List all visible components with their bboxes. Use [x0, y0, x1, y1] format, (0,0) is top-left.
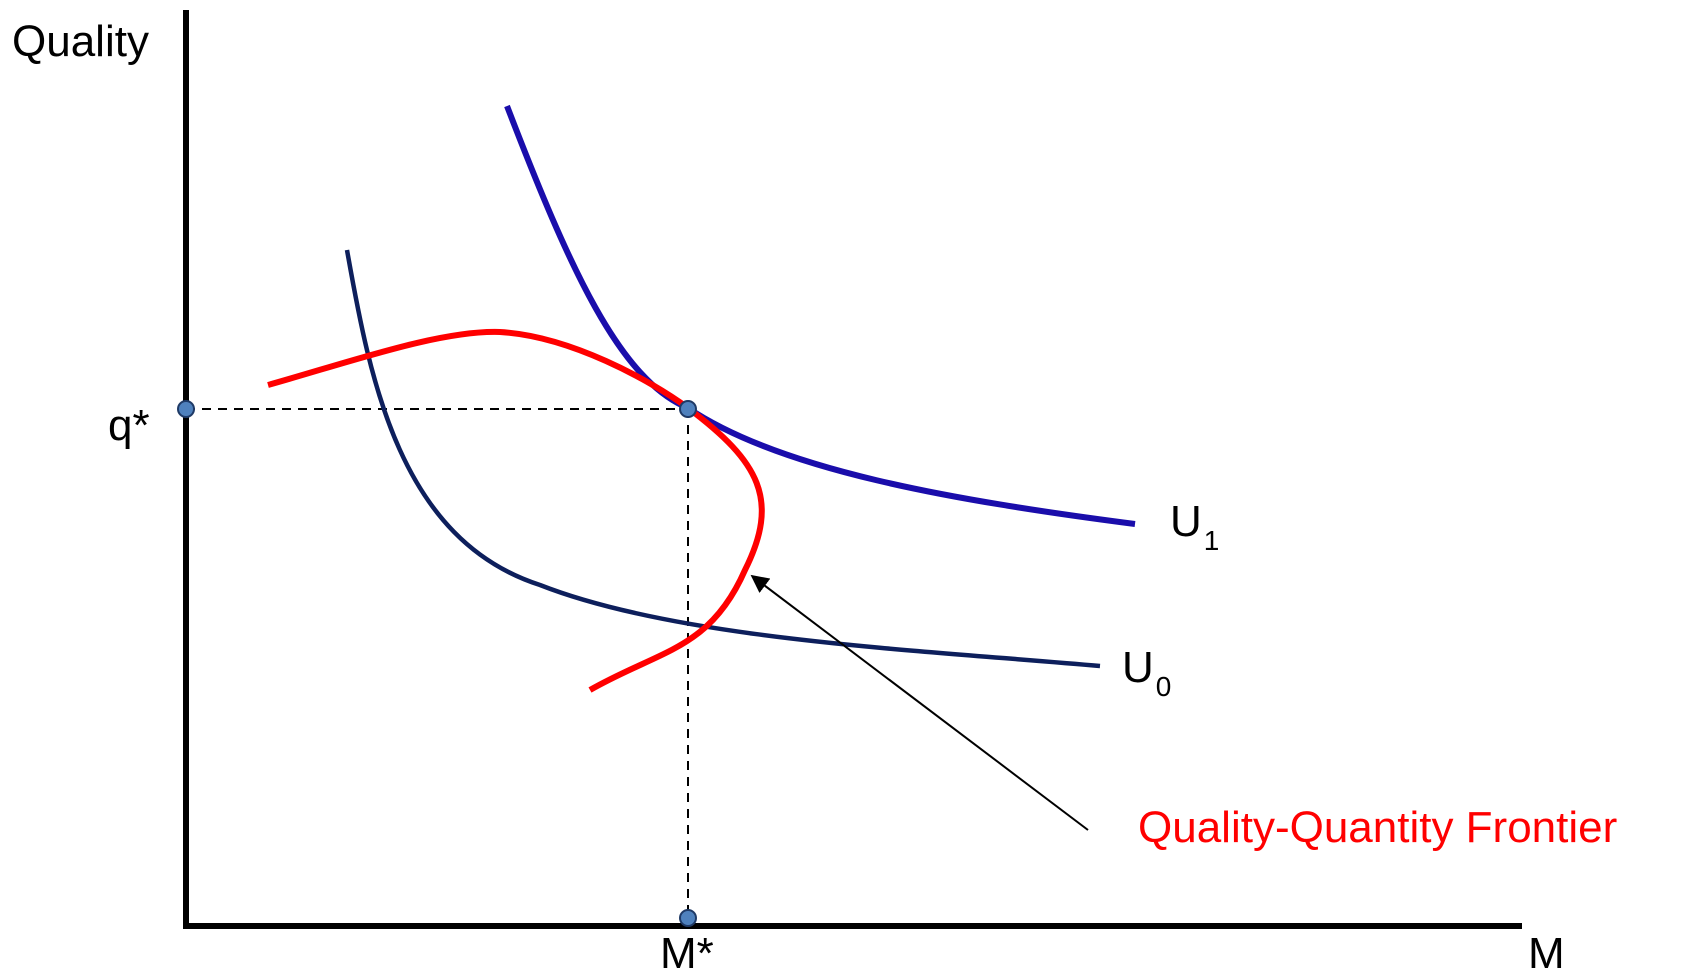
u0-label-subscript: 0 [1156, 671, 1172, 702]
equilibrium-point [679, 400, 697, 418]
y-axis-label: Quality [12, 17, 149, 66]
u0-curve [344, 249, 1101, 669]
u1-label-subscript: 1 [1204, 525, 1220, 556]
q-star-label: q* [108, 401, 150, 450]
m-star-point [679, 909, 697, 927]
u1-label: U1 [1170, 497, 1219, 556]
u1-curve [504, 104, 1136, 527]
frontier-pointer-arrow [750, 574, 1089, 831]
u0-label-main: U [1122, 643, 1154, 692]
x-axis-label: M [1528, 929, 1565, 968]
q-star-point [177, 400, 195, 418]
u1-label-main: U [1170, 497, 1202, 546]
frontier-label: Quality-Quantity Frontier [1138, 803, 1617, 852]
m-star-label: M* [660, 929, 714, 968]
u0-label: U0 [1122, 643, 1171, 702]
